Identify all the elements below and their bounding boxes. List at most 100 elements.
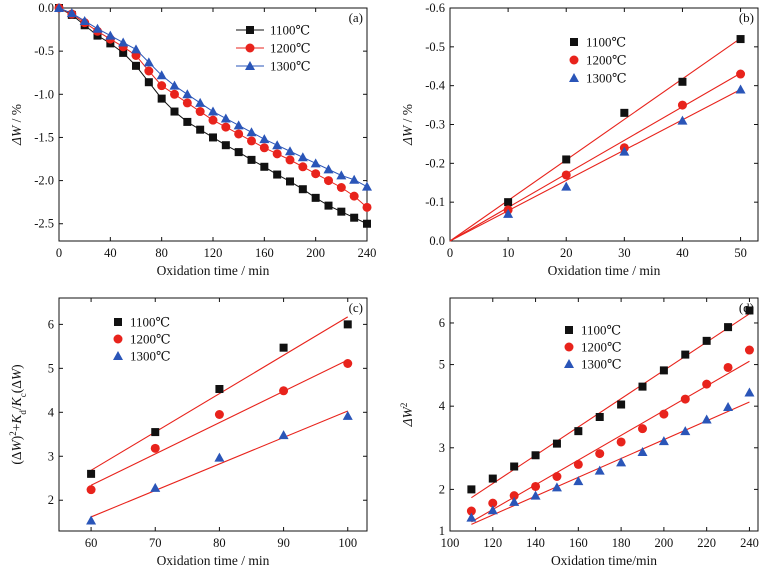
data-point: [247, 155, 256, 164]
data-point: [594, 465, 605, 475]
data-point: [285, 155, 295, 165]
x-tick-label: 70: [149, 536, 162, 550]
x-tick-label: 80: [155, 246, 168, 260]
x-tick-label: 200: [306, 246, 325, 260]
data-point: [324, 176, 333, 186]
legend-label: 1200℃: [130, 332, 171, 347]
legend-entry: 1200℃: [569, 53, 627, 68]
data-point: [86, 485, 96, 495]
legend-label: 1100℃: [130, 315, 170, 330]
data-point: [119, 48, 128, 57]
legend-label: 1100℃: [586, 35, 626, 50]
y-axis-label: (ΔW)2+Kd/Kc(ΔW): [8, 364, 28, 464]
x-tick-label: 50: [734, 246, 747, 260]
y-tick-label: -0.4: [425, 79, 446, 93]
legend-label: 1200℃: [270, 41, 311, 56]
data-point: [54, 3, 64, 12]
data-point: [220, 113, 231, 123]
data-point: [552, 439, 561, 448]
legend-entry: 1300℃: [564, 357, 622, 372]
legend-marker: [564, 342, 574, 352]
plot-frame: [449, 297, 759, 532]
y-axis-label: ΔW2: [399, 403, 415, 428]
data-point: [150, 443, 160, 453]
data-point: [156, 70, 167, 80]
x-tick-label: 180: [612, 536, 631, 550]
x-tick-label: 90: [277, 536, 290, 550]
x-tick-label: 40: [104, 246, 117, 260]
series-1100℃: [467, 306, 754, 494]
data-point: [736, 69, 746, 79]
data-point: [509, 491, 519, 501]
data-point: [349, 191, 359, 201]
data-point: [723, 402, 734, 412]
series-1200℃: [503, 69, 746, 215]
x-tick-label: 10: [502, 246, 515, 260]
legend-entry: 1100℃: [570, 35, 626, 50]
data-point: [638, 382, 647, 391]
legend-marker: [565, 326, 573, 334]
data-point: [215, 385, 224, 394]
data-point: [311, 169, 321, 179]
data-point: [157, 94, 166, 103]
data-point: [744, 387, 755, 397]
data-point: [234, 148, 243, 157]
data-point: [272, 149, 282, 159]
y-tick-label: 0.0: [38, 1, 54, 15]
data-point: [92, 23, 103, 33]
legend-marker: [114, 318, 122, 326]
series-1200℃: [86, 359, 353, 495]
data-point: [487, 505, 498, 515]
data-point: [86, 515, 97, 525]
x-tick-label: 120: [483, 536, 502, 550]
y-tick-label: 5: [439, 358, 445, 372]
data-point: [209, 133, 217, 142]
data-point: [658, 436, 669, 446]
data-point: [561, 170, 571, 180]
data-point: [195, 97, 206, 107]
data-point: [259, 134, 270, 144]
data-point: [488, 498, 498, 508]
fit-line-2: [90, 359, 348, 486]
data-point: [182, 89, 193, 99]
legend-label: 1200℃: [581, 340, 622, 355]
data-point: [105, 30, 116, 40]
y-tick-label: 6: [48, 317, 54, 331]
data-point: [573, 476, 584, 486]
data-point: [616, 437, 626, 447]
data-point: [214, 452, 225, 462]
data-point: [324, 201, 333, 210]
data-point: [552, 471, 562, 481]
data-point: [350, 213, 359, 222]
data-point: [504, 198, 513, 207]
data-point: [170, 107, 179, 116]
y-tick-label: 5: [48, 361, 54, 375]
data-point: [144, 66, 154, 76]
data-point: [246, 127, 257, 137]
data-point: [342, 410, 353, 420]
legend-marker: [245, 43, 255, 53]
panel-label: (a): [349, 10, 363, 25]
data-point: [259, 143, 269, 153]
fit-line-2: [449, 72, 741, 242]
data-point: [208, 115, 218, 125]
data-point: [724, 323, 733, 332]
data-point: [234, 129, 244, 139]
y-tick-label: 4: [48, 405, 55, 419]
data-point: [247, 136, 256, 146]
x-tick-label: 120: [204, 246, 223, 260]
legend-marker: [113, 334, 123, 344]
data-point: [310, 158, 321, 168]
panel-b: 0 10 20 30 40 50 0.0 -0.1 -0.2 -0.3 -0.4 -0.5 -0.6 Ox…: [400, 1, 759, 278]
legend-label: 1300℃: [586, 71, 627, 86]
data-point: [143, 57, 154, 67]
legend-label: 1100℃: [581, 323, 621, 338]
data-point: [677, 100, 687, 110]
data-point: [169, 80, 180, 90]
legend-marker: [569, 73, 579, 82]
data-point: [363, 219, 371, 228]
data-point: [637, 446, 648, 456]
legend-label: 1300℃: [130, 349, 171, 364]
x-tick-label: 100: [338, 536, 357, 550]
data-point: [531, 451, 540, 460]
